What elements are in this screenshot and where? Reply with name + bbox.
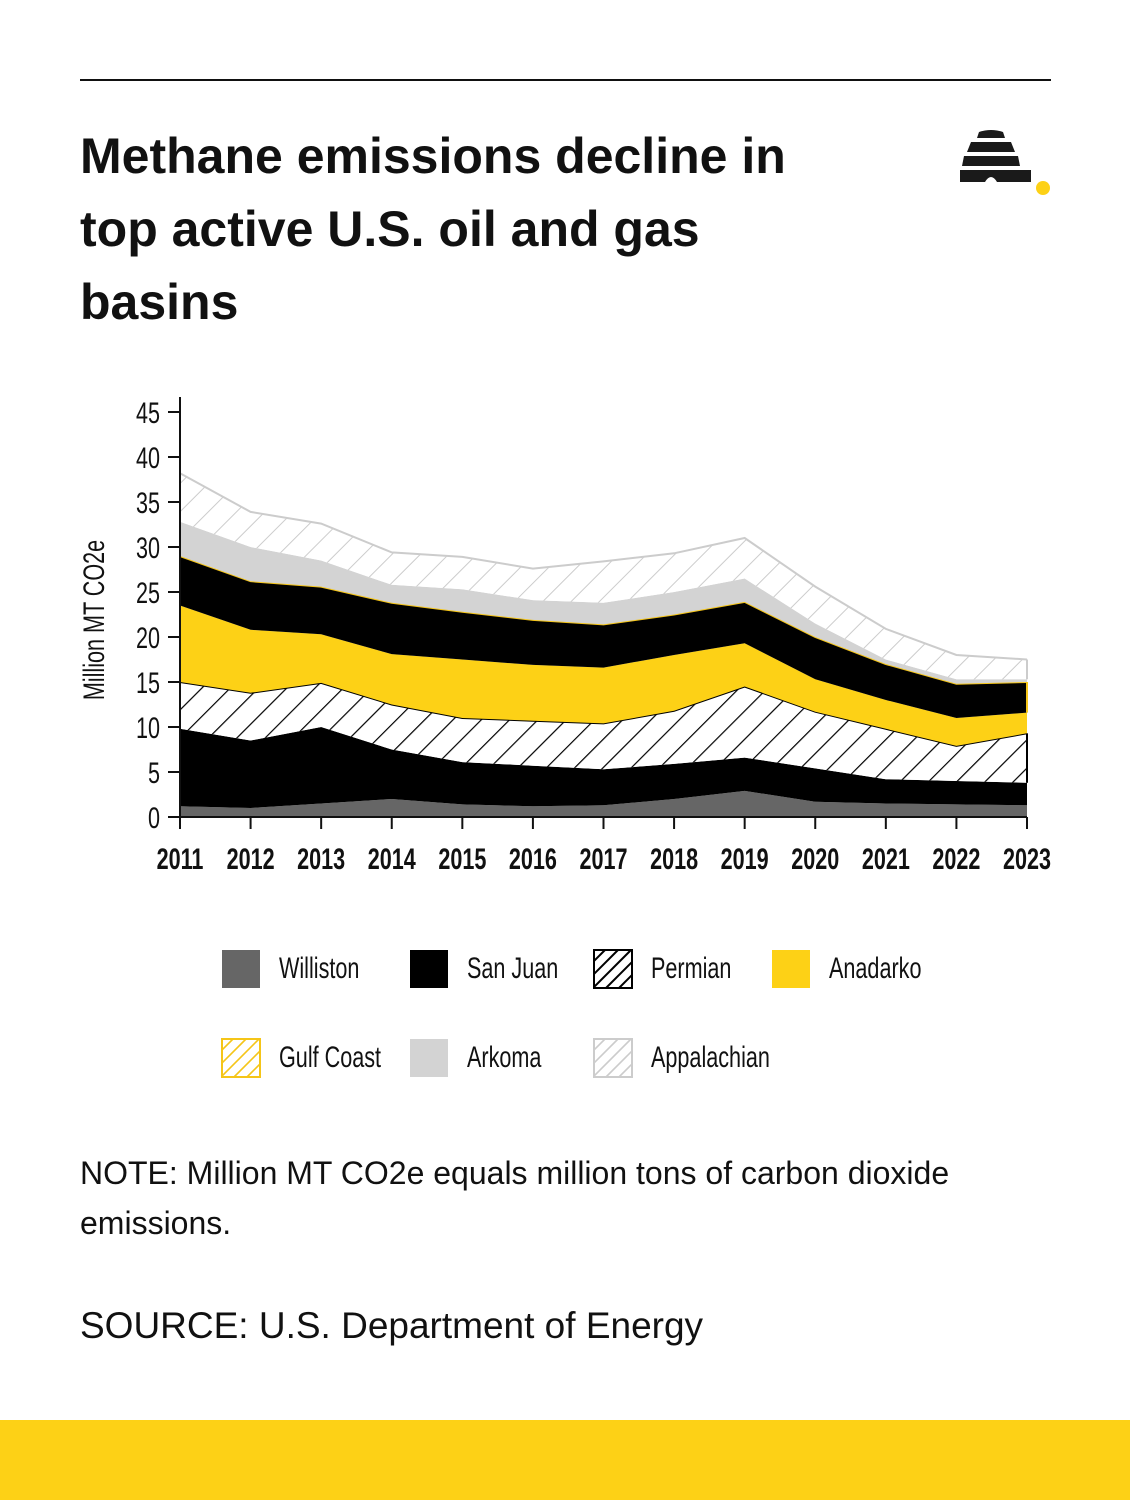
legend-item-permian: Permian (593, 949, 763, 989)
legend-item-anadarko: Anadarko (771, 949, 957, 989)
legend-item-san-juan: San Juan (409, 949, 594, 989)
legend-label: Permian (651, 952, 732, 985)
legend-label: Arkoma (467, 1041, 542, 1074)
area-san-juan (180, 727, 1027, 808)
legend-swatch-arkoma (410, 1039, 448, 1077)
y-tick-label: 35 (136, 485, 160, 519)
x-tick-label: 2023 (1003, 841, 1051, 875)
x-tick-label: 2017 (579, 841, 627, 875)
bottom-brand-band (0, 1420, 1130, 1500)
legend-label: San Juan (467, 952, 559, 985)
legend-swatch-permian (593, 949, 633, 989)
legend-swatch-gulf-coast (221, 1038, 261, 1078)
y-axis-label: Million MT CO2e (76, 540, 110, 700)
y-tick-label: 5 (148, 755, 160, 789)
legend-swatch-williston (222, 950, 260, 988)
y-tick-label: 0 (148, 800, 160, 834)
x-tick-label: 2022 (932, 841, 980, 875)
x-tick-label: 2014 (368, 841, 416, 875)
y-tick-label: 30 (136, 530, 160, 564)
x-tick-label: 2018 (650, 841, 698, 875)
legend-swatch-anadarko (772, 950, 810, 988)
legend-label: Anadarko (829, 952, 922, 985)
y-tick-label: 40 (136, 440, 160, 474)
y-tick-label: 25 (136, 575, 160, 609)
x-tick-label: 2012 (227, 841, 275, 875)
area-anadarko (180, 605, 1027, 746)
chart-title: Methane emissions decline in top active … (80, 128, 786, 330)
legend-swatch-appalachian (593, 1038, 633, 1078)
y-tick-label: 45 (136, 395, 160, 429)
legend-label: Williston (279, 952, 360, 985)
x-tick-label: 2011 (157, 841, 204, 875)
y-tick-label: 15 (136, 665, 160, 699)
top-rule (80, 79, 1051, 81)
x-tick-label: 2020 (791, 841, 839, 875)
area-top-line-appalachian (179, 472, 1028, 661)
area-permian (180, 682, 1027, 783)
legend-item-williston: Williston (221, 949, 391, 989)
x-tick-label: 2016 (509, 841, 557, 875)
legend-label: Appalachian (651, 1041, 770, 1074)
legend-item-appalachian: Appalachian (593, 1038, 816, 1078)
x-tick-label: 2019 (721, 841, 769, 875)
footnote: NOTE: Million MT CO2e equals million ton… (80, 1155, 950, 1241)
x-tick-label: 2021 (862, 841, 910, 875)
beehive-logo-icon (960, 130, 1050, 195)
area-gulf-coast (180, 556, 1027, 718)
x-tick-label: 2013 (297, 841, 345, 875)
legend-item-arkoma: Arkoma (409, 1038, 570, 1078)
y-tick-label: 20 (136, 620, 160, 654)
area-appalachian (180, 473, 1027, 680)
stacked-area-chart: 0 5 10 15 20 25 30 35 40 45 2011 2012 2013 2014 2015 20… (76, 395, 1051, 875)
y-tick-label: 10 (136, 710, 160, 744)
area-williston (180, 790, 1027, 817)
legend-label: Gulf Coast (279, 1041, 382, 1074)
x-tick-label: 2015 (438, 841, 486, 875)
legend-item-gulf-coast: Gulf Coast (221, 1038, 421, 1078)
source-note: SOURCE: U.S. Department of Energy (80, 1305, 704, 1346)
legend-swatch-san-juan (410, 950, 448, 988)
